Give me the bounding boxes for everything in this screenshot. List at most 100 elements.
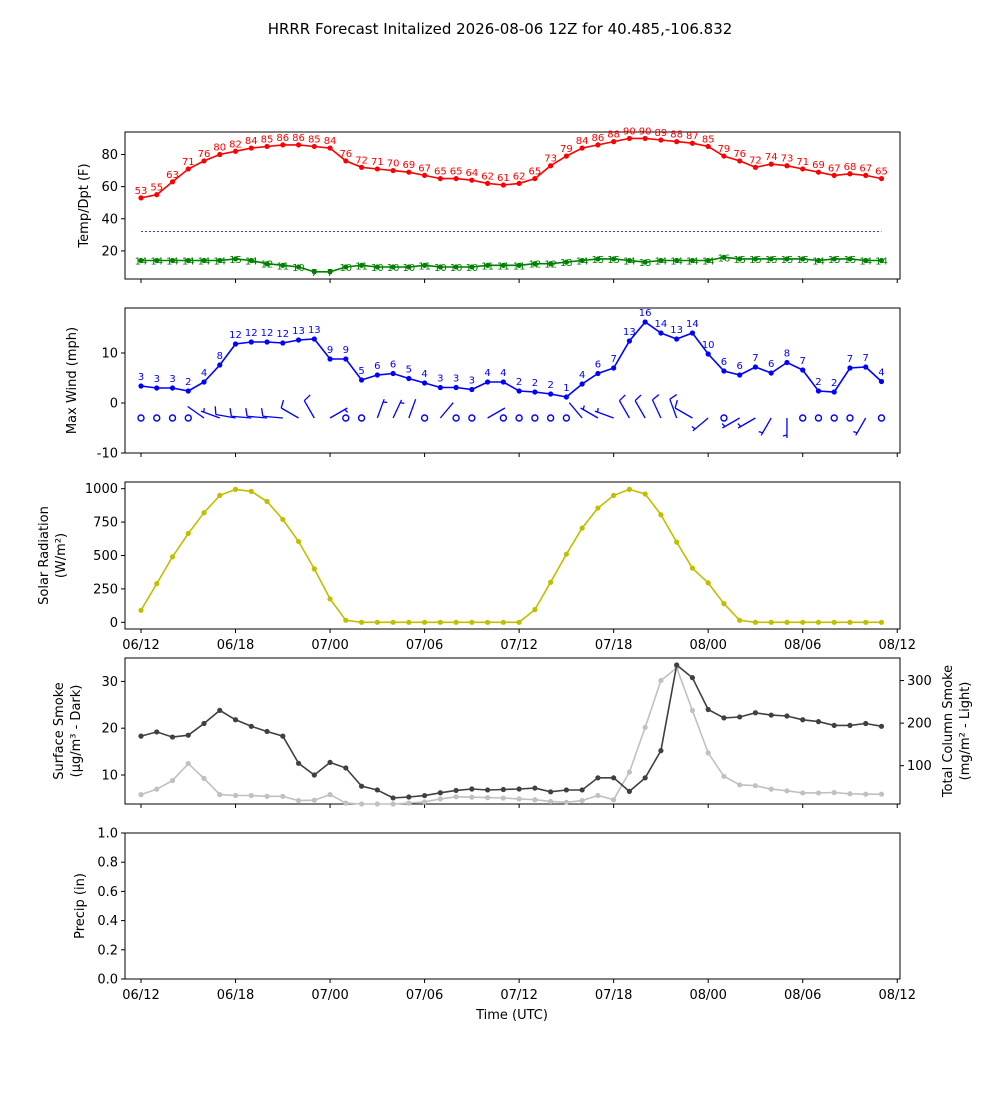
temperature-data-label: 79: [560, 144, 573, 155]
max-wind-data-label: 7: [800, 356, 806, 367]
temperature-point: [626, 135, 633, 142]
temperature-data-label: 86: [292, 133, 305, 144]
surface-smoke-point: [343, 765, 349, 771]
x-tick-label: 06/18: [217, 988, 254, 1003]
total-column-smoke-point: [248, 792, 254, 799]
solar-radiation-point: [532, 607, 538, 613]
dewpoint-point: [248, 257, 254, 264]
temperature-point: [201, 158, 207, 164]
wind-barb-half-flag: [344, 409, 349, 413]
temperature-point: [169, 179, 176, 185]
temperature-data-label: 80: [213, 142, 226, 153]
dewpoint-data-label: 14: [166, 257, 179, 268]
max-wind-point: [563, 394, 569, 400]
wind-barb: [618, 394, 630, 419]
solar-radiation-point: [705, 580, 711, 586]
max-wind-point: [185, 388, 191, 394]
calm-wind-marker: [137, 414, 145, 422]
dewpoint-point: [611, 256, 617, 262]
temperature-point: [217, 151, 223, 158]
dewpoint-point: [878, 257, 885, 264]
temperature-point: [295, 142, 302, 148]
temperature-data-label: 86: [592, 133, 605, 144]
x-tick-label: 08/00: [689, 988, 726, 1003]
x-tick-label: 07/06: [406, 988, 443, 1003]
wind-barb-flag: [618, 394, 626, 402]
dewpoint-data-label: 11: [497, 261, 510, 272]
temperature-data-label: 89: [655, 128, 668, 139]
y-tick-label: 750: [93, 516, 118, 531]
temperature-point: [374, 166, 380, 172]
max-wind-point: [327, 356, 333, 362]
max-wind-data-label: 5: [358, 366, 364, 377]
dewpoint-data-label: 14: [213, 257, 226, 268]
dewpoint-data-label: 10: [339, 263, 352, 274]
wind-barb-staff: [215, 413, 236, 419]
max-wind-data-label: 2: [815, 377, 821, 388]
temperature-data-label: 69: [402, 160, 415, 171]
solar-radiation-point: [185, 530, 191, 537]
total-column-smoke-point: [437, 796, 443, 802]
dewpoint-point: [768, 256, 774, 262]
dewpoint-data-label: 14: [655, 257, 668, 268]
wind-barb: [634, 394, 646, 419]
wind-barb-staff: [280, 407, 299, 419]
total-column-smoke-point: [847, 791, 853, 797]
temperature-point: [280, 142, 286, 148]
max-wind-data-label: 13: [670, 325, 683, 336]
temperature-data-label: 61: [497, 173, 510, 184]
x-tick-label: 08/12: [879, 988, 916, 1003]
temperature-data-label: 85: [308, 134, 321, 145]
dewpoint-point: [626, 257, 633, 264]
temperature-point: [248, 145, 254, 151]
solar-radiation-point: [689, 565, 696, 571]
wind-barb-staff: [674, 407, 693, 419]
y-tick-label: 0: [110, 397, 118, 412]
dewpoint-data-label: 14: [182, 257, 195, 268]
total-column-smoke-point: [232, 792, 239, 799]
y-axis-label-units: (μg/m³ - Dark): [69, 685, 84, 778]
dewpoint-point: [815, 257, 822, 264]
max-wind-point: [295, 337, 302, 343]
dewpoint-data-label: 12: [261, 260, 274, 271]
solar-radiation-point: [595, 505, 601, 511]
max-wind-point: [705, 351, 711, 357]
dewpoint-point: [831, 256, 837, 262]
max-wind-data-label: 7: [847, 354, 853, 365]
temperature-data-label: 53: [135, 186, 148, 197]
surface-smoke-point: [217, 707, 223, 714]
dewpoint-point: [532, 261, 538, 267]
temperature-data-label: 67: [418, 163, 431, 174]
y-tick-label: 0.2: [97, 943, 118, 958]
max-wind-point: [626, 338, 633, 344]
y-tick-label: 10: [101, 768, 118, 783]
max-wind-data-label: 13: [623, 327, 636, 338]
wind-barb-flag: [652, 394, 660, 401]
dewpoint-data-label: 14: [150, 257, 163, 268]
wind-barb-staff: [855, 417, 867, 436]
wind-barb: [669, 394, 678, 419]
surface-smoke-point: [721, 715, 727, 721]
wind-barb-staff: [737, 417, 756, 429]
total-column-smoke-line: [140, 666, 882, 805]
y-tick-label: 500: [93, 549, 118, 564]
wind-barb-flag: [260, 408, 264, 417]
temperature-data-label: 63: [166, 170, 179, 181]
surface-smoke-point: [595, 775, 601, 781]
y-tick-label: 80: [101, 148, 118, 163]
solar-radiation-point: [847, 619, 853, 625]
temperature-data-label: 71: [182, 157, 195, 168]
dewpoint-data-label: 15: [781, 255, 794, 266]
temperature-data-label: 55: [150, 183, 163, 194]
temperature-data-label: 62: [481, 171, 494, 182]
calm-wind-marker: [168, 414, 177, 422]
max-wind-data-label: 10: [702, 340, 715, 351]
wind-barb: [651, 394, 662, 419]
max-wind-point: [674, 336, 680, 342]
x-tick-label: 07/18: [595, 988, 632, 1003]
solar-radiation-point: [737, 617, 743, 623]
temperature-data-label: 76: [339, 149, 352, 160]
dewpoint-point: [642, 259, 648, 265]
wind-barb: [580, 405, 599, 419]
dewpoint-data-label: 11: [355, 261, 368, 272]
